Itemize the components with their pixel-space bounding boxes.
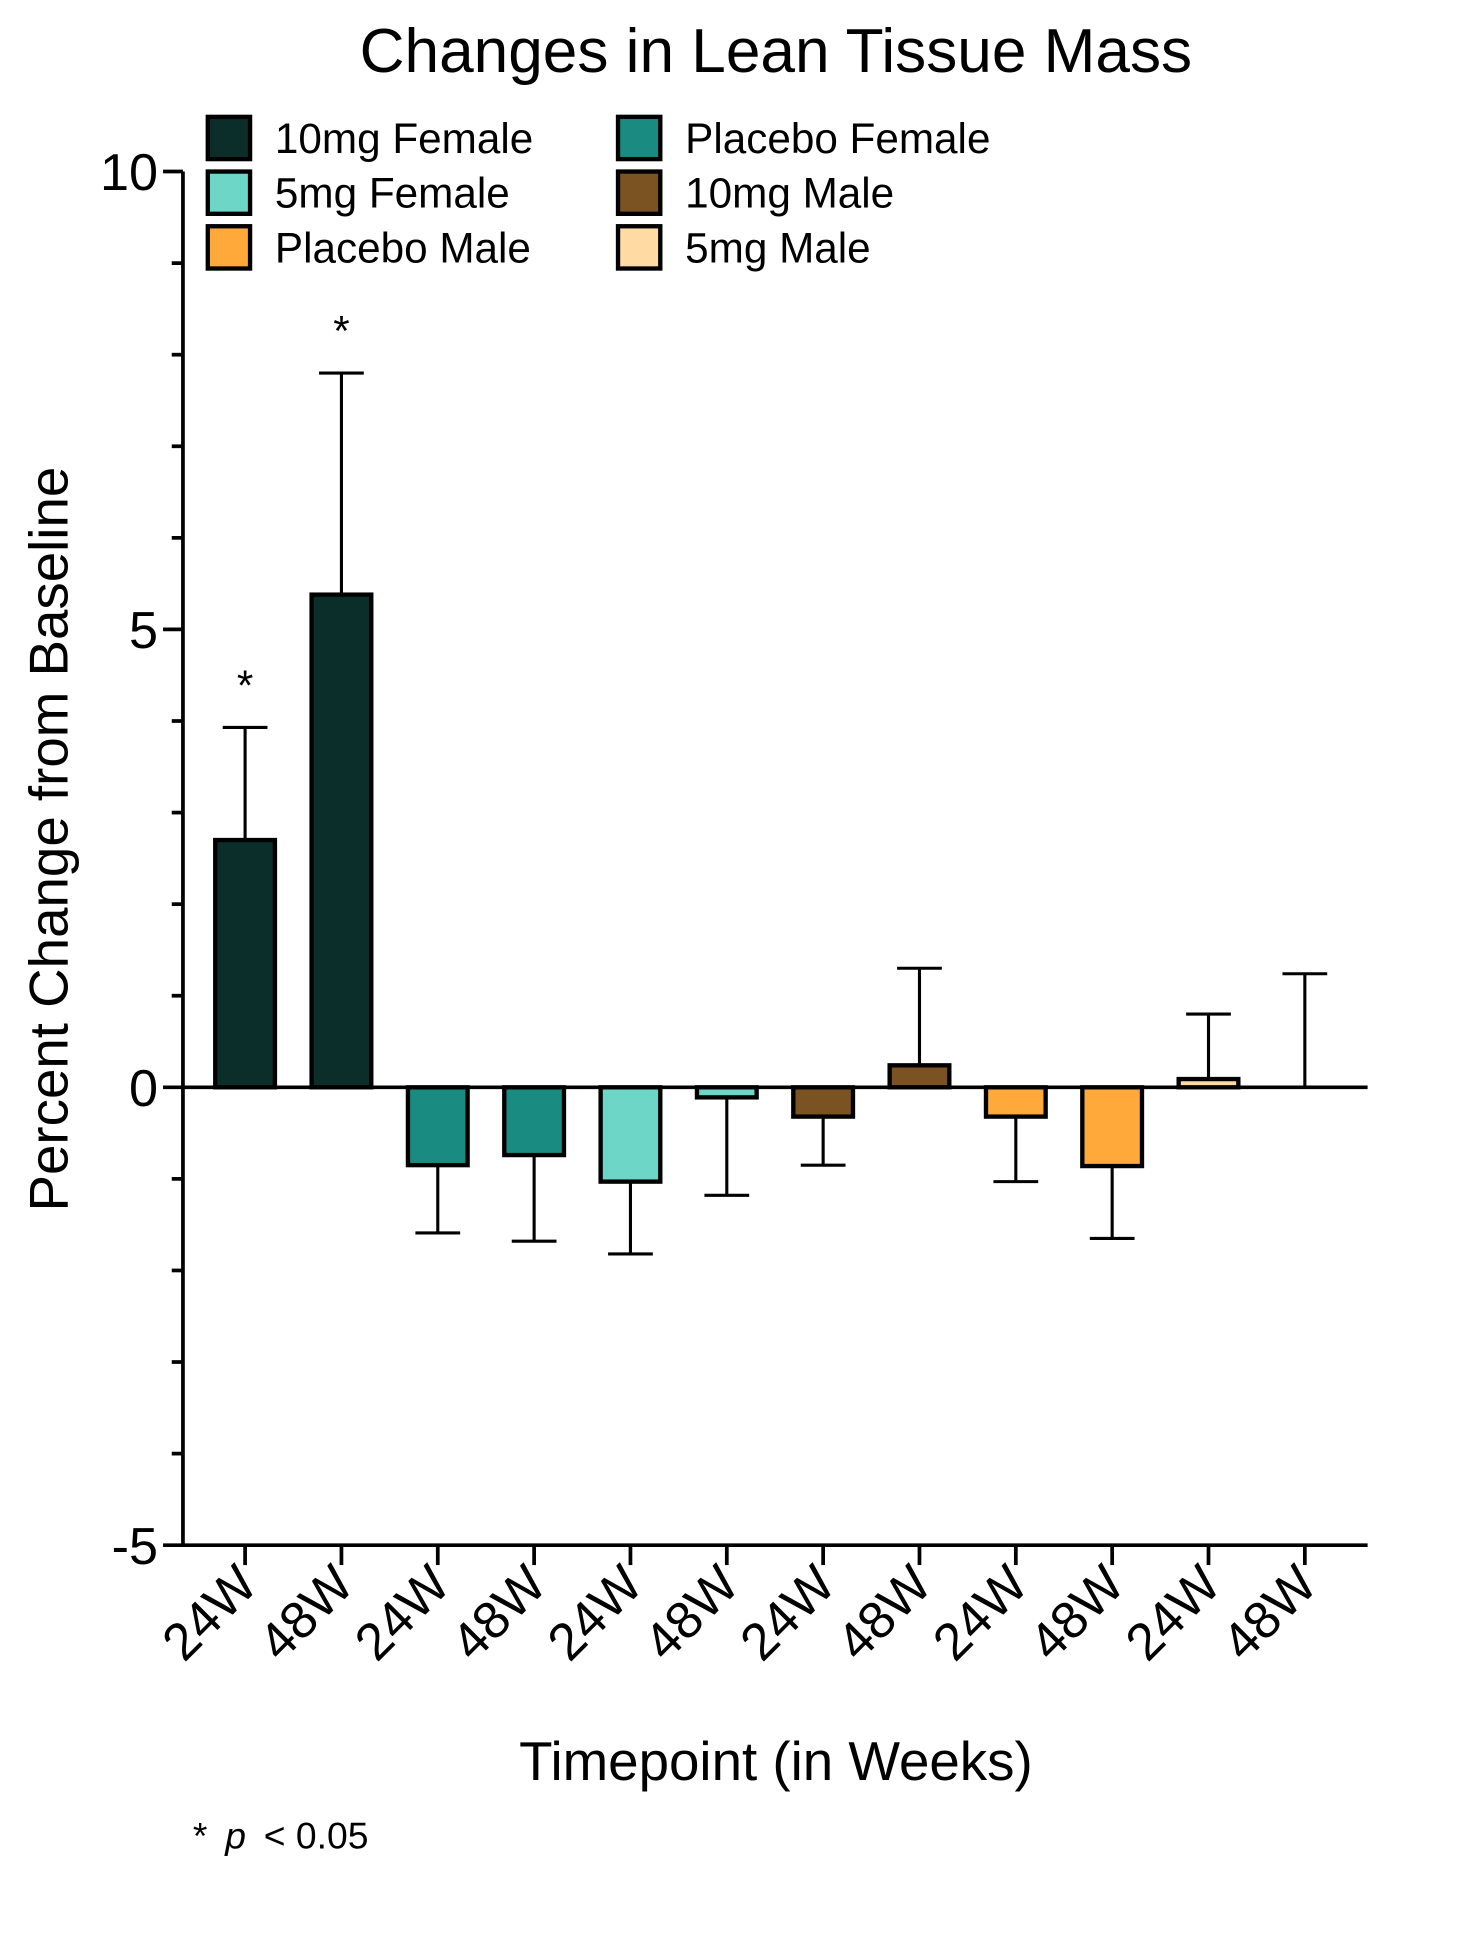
bar bbox=[791, 1085, 856, 1119]
legend-label: Placebo Male bbox=[275, 224, 531, 271]
legend-label: 5mg Male bbox=[685, 224, 871, 271]
legend-label: 5mg Female bbox=[275, 170, 510, 217]
x-tick-label: 24W bbox=[152, 1554, 269, 1671]
chart-title: Changes in Lean Tissue Mass bbox=[360, 17, 1192, 86]
x-tick-label: 48W bbox=[248, 1554, 365, 1671]
y-axis-label: Percent Change from Baseline bbox=[17, 467, 79, 1212]
bar bbox=[983, 1085, 1048, 1119]
bar bbox=[598, 1085, 663, 1184]
legend-swatch bbox=[205, 169, 253, 216]
x-tick-label: 48W bbox=[441, 1554, 558, 1671]
x-tick-label: 48W bbox=[633, 1554, 750, 1671]
bar bbox=[1080, 1085, 1145, 1169]
y-tick-label: -5 bbox=[112, 1518, 158, 1576]
bar bbox=[502, 1085, 567, 1158]
x-tick-label: 24W bbox=[730, 1554, 847, 1671]
legend-swatch bbox=[615, 224, 663, 271]
x-tick-label: 24W bbox=[1115, 1554, 1232, 1671]
y-tick-label: 0 bbox=[129, 1060, 158, 1118]
footnote-star: * bbox=[193, 1814, 208, 1856]
x-axis-label: Timepoint (in Weeks) bbox=[519, 1730, 1033, 1792]
legend-label: Placebo Female bbox=[685, 115, 990, 162]
x-tick-label: 48W bbox=[1211, 1554, 1328, 1671]
bar bbox=[887, 1063, 952, 1090]
x-tick-label: 24W bbox=[922, 1554, 1039, 1671]
legend-swatch bbox=[615, 114, 663, 162]
bar bbox=[1176, 1076, 1241, 1090]
legend-swatch bbox=[615, 169, 663, 216]
legend-swatch bbox=[205, 114, 253, 162]
legend-label: 10mg Female bbox=[275, 115, 533, 162]
significance-marker: * bbox=[237, 662, 253, 709]
y-tick-label: 10 bbox=[100, 144, 158, 202]
x-tick-label: 24W bbox=[537, 1554, 654, 1671]
bar bbox=[309, 592, 374, 1090]
legend-label: 10mg Male bbox=[685, 170, 894, 217]
legend: 10mg Female 5mg Female Placebo Male Placebo… bbox=[205, 114, 990, 271]
significance-marker: * bbox=[333, 308, 349, 355]
bar bbox=[213, 837, 278, 1090]
y-tick-label: 5 bbox=[129, 602, 158, 660]
x-tick-label: 48W bbox=[826, 1554, 943, 1671]
x-tick-label: 24W bbox=[344, 1554, 461, 1671]
footnote-p: p bbox=[224, 1814, 246, 1856]
legend-swatch bbox=[205, 224, 253, 271]
bar bbox=[405, 1085, 470, 1168]
bar bbox=[694, 1085, 759, 1100]
footnote-text: < 0.05 bbox=[264, 1814, 369, 1856]
footnote: * p < 0.05 bbox=[193, 1814, 369, 1856]
x-tick-label: 48W bbox=[1019, 1554, 1136, 1671]
